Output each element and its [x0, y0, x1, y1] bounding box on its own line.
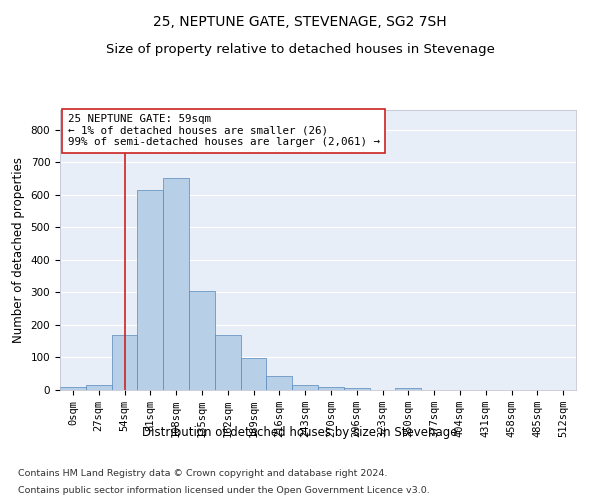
- Bar: [60, 388, 86, 390]
- Bar: [215, 334, 241, 390]
- Text: Contains HM Land Registry data © Crown copyright and database right 2024.: Contains HM Land Registry data © Crown c…: [18, 468, 388, 477]
- Bar: [318, 386, 344, 390]
- Text: Size of property relative to detached houses in Stevenage: Size of property relative to detached ho…: [106, 42, 494, 56]
- Text: Contains public sector information licensed under the Open Government Licence v3: Contains public sector information licen…: [18, 486, 430, 495]
- Bar: [189, 290, 215, 390]
- Bar: [395, 388, 421, 390]
- Bar: [86, 386, 112, 390]
- Y-axis label: Number of detached properties: Number of detached properties: [12, 157, 25, 343]
- Bar: [344, 388, 370, 390]
- Bar: [292, 386, 318, 390]
- Bar: [137, 190, 163, 390]
- Text: 25 NEPTUNE GATE: 59sqm
← 1% of detached houses are smaller (26)
99% of semi-deta: 25 NEPTUNE GATE: 59sqm ← 1% of detached …: [68, 114, 380, 148]
- Bar: [112, 334, 137, 390]
- Bar: [163, 178, 189, 390]
- Bar: [266, 376, 292, 390]
- Bar: [241, 358, 266, 390]
- Text: 25, NEPTUNE GATE, STEVENAGE, SG2 7SH: 25, NEPTUNE GATE, STEVENAGE, SG2 7SH: [153, 15, 447, 29]
- Text: Distribution of detached houses by size in Stevenage: Distribution of detached houses by size …: [142, 426, 458, 439]
